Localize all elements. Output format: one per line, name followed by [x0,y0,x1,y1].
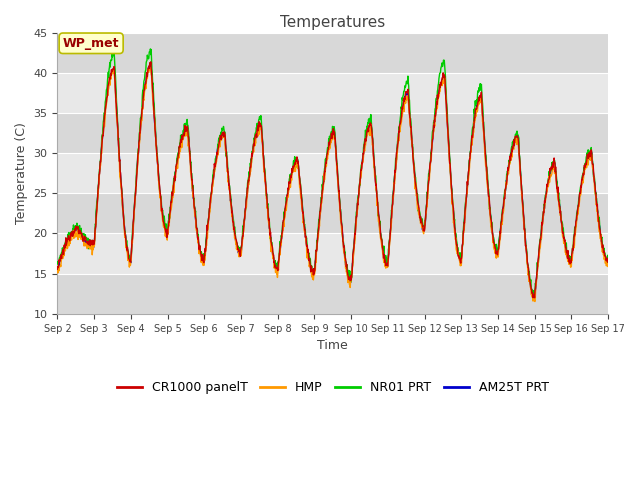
NR01 PRT [419,220,426,226]
HMP [145,63,153,69]
X-axis label: Time: Time [317,339,348,352]
AM25T PRT [419,227,426,232]
CR1000 panelT [604,255,612,261]
Text: WP_met: WP_met [63,37,120,50]
HMP [238,243,246,249]
AM25T PRT [177,142,184,148]
Bar [58,73,608,113]
HMP [419,224,426,229]
HMP [531,299,539,304]
Bar [58,274,608,314]
NR01 PRT [54,261,61,267]
AM25T PRT [540,213,547,219]
CR1000 panelT [238,241,246,247]
HMP [604,263,612,269]
AM25T PRT [604,256,612,262]
Bar [58,233,608,274]
HMP [163,232,171,238]
AM25T PRT [163,229,171,235]
AM25T PRT [238,240,246,246]
Bar [58,33,608,73]
CR1000 panelT [531,295,538,300]
CR1000 panelT [177,141,184,147]
NR01 PRT [238,242,246,248]
Bar [58,113,608,153]
Y-axis label: Temperature (C): Temperature (C) [15,122,28,224]
CR1000 panelT [540,209,547,215]
Bar [58,193,608,233]
Line: AM25T PRT: AM25T PRT [58,64,608,298]
Legend: CR1000 panelT, HMP, NR01 PRT, AM25T PRT: CR1000 panelT, HMP, NR01 PRT, AM25T PRT [111,376,554,399]
HMP [540,213,547,219]
NR01 PRT [491,242,499,248]
AM25T PRT [531,295,538,300]
AM25T PRT [491,244,499,250]
HMP [491,247,499,253]
CR1000 panelT [54,266,61,272]
Line: CR1000 panelT: CR1000 panelT [58,62,608,298]
NR01 PRT [530,296,538,302]
NR01 PRT [147,46,154,52]
HMP [54,270,61,276]
CR1000 panelT [491,241,499,247]
NR01 PRT [604,255,612,261]
AM25T PRT [147,61,155,67]
HMP [177,148,184,154]
CR1000 panelT [147,59,155,65]
CR1000 panelT [419,224,426,229]
Line: NR01 PRT: NR01 PRT [58,49,608,299]
Title: Temperatures: Temperatures [280,15,385,30]
NR01 PRT [177,142,184,147]
CR1000 panelT [163,235,171,240]
AM25T PRT [54,269,61,275]
Bar [58,153,608,193]
NR01 PRT [163,228,171,233]
NR01 PRT [540,209,547,215]
Line: HMP: HMP [58,66,608,301]
